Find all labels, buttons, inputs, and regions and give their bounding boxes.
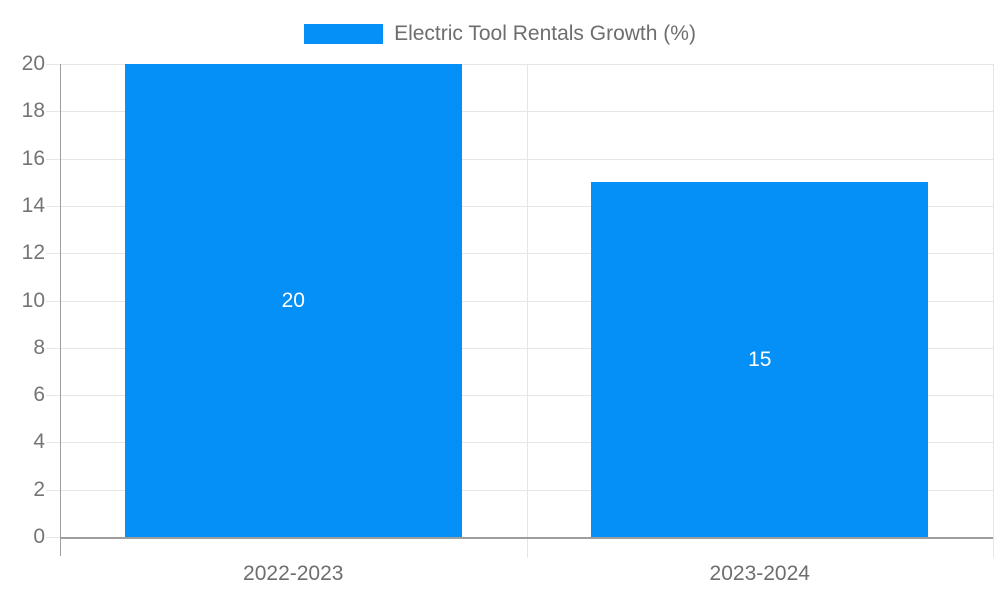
y-axis-tick-label: 2 [33, 477, 45, 501]
y-axis-tick-label: 6 [33, 383, 45, 407]
y-axis-tick [46, 442, 60, 444]
y-axis-line [60, 64, 61, 556]
y-axis-tick [46, 253, 60, 255]
x-axis-baseline [60, 537, 993, 539]
y-axis-tick [46, 111, 60, 113]
y-axis-tick [46, 205, 60, 207]
legend-swatch [304, 24, 384, 44]
plot-right-border [993, 64, 994, 558]
chart-legend: Electric Tool Rentals Growth (%) [0, 21, 1000, 47]
y-axis-tick [46, 158, 60, 160]
y-axis-tick-label: 4 [33, 430, 45, 454]
y-axis-tick [46, 347, 60, 349]
y-axis-tick [46, 489, 60, 491]
y-axis-tick-label: 8 [33, 335, 45, 359]
bar-value-label: 15 [748, 347, 772, 371]
y-axis-tick [46, 537, 60, 538]
y-axis-tick-label: 14 [21, 193, 45, 217]
y-axis-tick-label: 0 [33, 525, 45, 548]
category-separator [526, 64, 528, 558]
bar-value-label: 20 [281, 288, 305, 312]
y-axis-tick-label: 10 [21, 288, 45, 312]
y-axis-tick [46, 395, 60, 397]
y-axis-tick-label: 16 [21, 146, 45, 170]
bar-2022-2023[interactable] [124, 64, 462, 537]
y-axis-tick [46, 300, 60, 302]
x-axis-label: 2022-2023 [243, 562, 344, 585]
legend-label: Electric Tool Rentals Growth (%) [394, 22, 696, 45]
bar-2023-2024[interactable] [591, 182, 929, 537]
y-axis-tick-label: 20 [21, 52, 45, 75]
x-axis-label: 2023-2024 [709, 562, 810, 585]
y-axis-tick-label: 12 [21, 241, 45, 265]
y-axis-tick-label: 18 [21, 99, 45, 123]
y-axis-tick [46, 64, 60, 65]
